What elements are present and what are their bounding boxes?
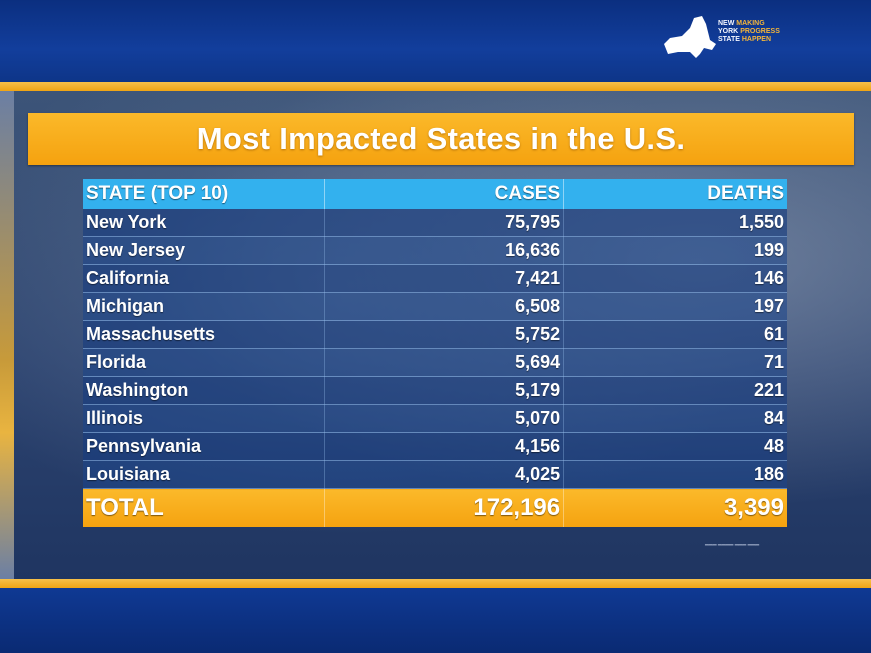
deaths-cell: 146 bbox=[563, 264, 787, 293]
cases-cell: 5,070 bbox=[324, 404, 565, 433]
table-row: Louisiana 4,025 186 bbox=[83, 460, 787, 489]
cases-cell: 5,179 bbox=[324, 376, 565, 405]
total-cases: 172,196 bbox=[324, 488, 565, 527]
cases-cell: 16,636 bbox=[324, 236, 565, 265]
logo-tag-3: Happen bbox=[741, 36, 772, 43]
state-cell: Pennsylvania bbox=[83, 432, 325, 461]
source-note-blurred: ▁▁▁ ▁▁▁▁ ▁▁▁ ▁▁▁ bbox=[705, 540, 760, 546]
deaths-cell: 61 bbox=[563, 320, 787, 349]
deaths-cell: 84 bbox=[563, 404, 787, 433]
state-cell: New Jersey bbox=[83, 236, 325, 265]
state-cell: Washington bbox=[83, 376, 325, 405]
nys-logo: New Making York Progress State Happen bbox=[660, 14, 790, 60]
header-state: STATE (TOP 10) bbox=[83, 179, 325, 209]
table-row: New Jersey 16,636 199 bbox=[83, 236, 787, 265]
table-row: Michigan 6,508 197 bbox=[83, 292, 787, 321]
logo-wordmark: New Making York Progress State Happen bbox=[718, 20, 780, 44]
table-row: California 7,421 146 bbox=[83, 264, 787, 293]
gold-divider-top bbox=[0, 82, 871, 91]
table-row: Massachusetts 5,752 61 bbox=[83, 320, 787, 349]
cases-cell: 6,508 bbox=[324, 292, 565, 321]
table-row: Florida 5,694 71 bbox=[83, 348, 787, 377]
cases-cell: 4,156 bbox=[324, 432, 565, 461]
title-banner: Most Impacted States in the U.S. bbox=[28, 113, 854, 165]
impacted-states-table: STATE (TOP 10) CASES DEATHS New York 75,… bbox=[83, 179, 787, 527]
page-title: Most Impacted States in the U.S. bbox=[196, 121, 686, 156]
logo-tag-1: Making bbox=[736, 20, 765, 27]
table-header-row: STATE (TOP 10) CASES DEATHS bbox=[83, 179, 787, 209]
state-cell: California bbox=[83, 264, 325, 293]
deaths-cell: 197 bbox=[563, 292, 787, 321]
total-label: TOTAL bbox=[83, 488, 325, 527]
state-cell: Michigan bbox=[83, 292, 325, 321]
deaths-cell: 199 bbox=[563, 236, 787, 265]
logo-tag-2: Progress bbox=[740, 28, 780, 35]
deaths-cell: 221 bbox=[563, 376, 787, 405]
gold-divider-bottom bbox=[0, 579, 871, 588]
deaths-cell: 1,550 bbox=[563, 209, 787, 237]
table-row: Illinois 5,070 84 bbox=[83, 404, 787, 433]
table-row: New York 75,795 1,550 bbox=[83, 209, 787, 237]
cases-cell: 4,025 bbox=[324, 460, 565, 489]
header-cases: CASES bbox=[324, 179, 565, 209]
logo-line-1: New bbox=[718, 20, 735, 27]
table-row: Pennsylvania 4,156 48 bbox=[83, 432, 787, 461]
top-band bbox=[0, 0, 871, 82]
left-edge-flag bbox=[0, 91, 14, 579]
header-deaths: DEATHS bbox=[563, 179, 787, 209]
total-deaths: 3,399 bbox=[563, 488, 787, 527]
cases-cell: 75,795 bbox=[324, 209, 565, 237]
table-row: Washington 5,179 221 bbox=[83, 376, 787, 405]
state-cell: Illinois bbox=[83, 404, 325, 433]
deaths-cell: 186 bbox=[563, 460, 787, 489]
state-cell: Florida bbox=[83, 348, 325, 377]
state-cell: Massachusetts bbox=[83, 320, 325, 349]
logo-line-2: York bbox=[718, 28, 739, 35]
new-york-state-map-icon bbox=[664, 16, 716, 58]
table-total-row: TOTAL 172,196 3,399 bbox=[83, 488, 787, 527]
deaths-cell: 48 bbox=[563, 432, 787, 461]
cases-cell: 5,694 bbox=[324, 348, 565, 377]
state-cell: New York bbox=[83, 209, 325, 237]
logo-line-3: State bbox=[718, 36, 740, 43]
bottom-band bbox=[0, 588, 871, 653]
cases-cell: 7,421 bbox=[324, 264, 565, 293]
state-cell: Louisiana bbox=[83, 460, 325, 489]
deaths-cell: 71 bbox=[563, 348, 787, 377]
cases-cell: 5,752 bbox=[324, 320, 565, 349]
